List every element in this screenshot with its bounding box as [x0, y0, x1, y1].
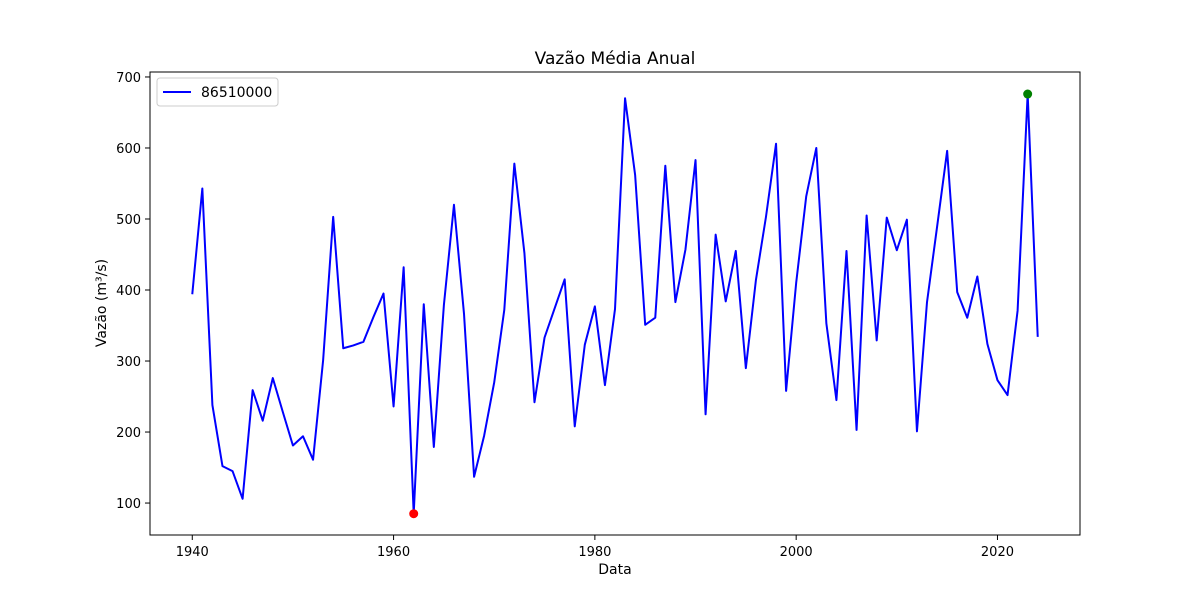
- plot-frame: [149, 71, 1081, 536]
- plot-content: [191, 89, 1039, 519]
- y-axis: 100 200 300 400 500 600 700: [116, 71, 150, 512]
- series-line-0: [191, 93, 1039, 515]
- min-point-marker: [409, 509, 419, 519]
- x-tick-label: 1960: [377, 545, 410, 560]
- x-tick-label: 1940: [176, 545, 209, 560]
- y-tick-label: 500: [116, 213, 141, 228]
- legend-box: [156, 77, 279, 107]
- max-point-marker: [1023, 89, 1033, 99]
- x-tick-label: 2020: [981, 545, 1014, 560]
- x-tick-label: 1980: [578, 545, 611, 560]
- x-axis: 1940 1960 1980 2000 2020: [176, 535, 1014, 560]
- legend: 86510000: [156, 77, 279, 107]
- x-tick-label: 2000: [780, 545, 813, 560]
- x-axis-label: Data: [598, 562, 631, 578]
- legend-label: 86510000: [201, 85, 272, 101]
- y-tick-label: 200: [116, 426, 141, 441]
- y-tick-label: 400: [116, 284, 141, 299]
- chart-title: Vazão Média Anual: [535, 49, 696, 69]
- y-tick-label: 300: [116, 355, 141, 370]
- y-axis-label: Vazão (m³/s): [94, 259, 110, 347]
- y-tick-label: 100: [116, 497, 141, 512]
- y-tick-label: 600: [116, 142, 141, 157]
- y-tick-label: 700: [116, 71, 141, 86]
